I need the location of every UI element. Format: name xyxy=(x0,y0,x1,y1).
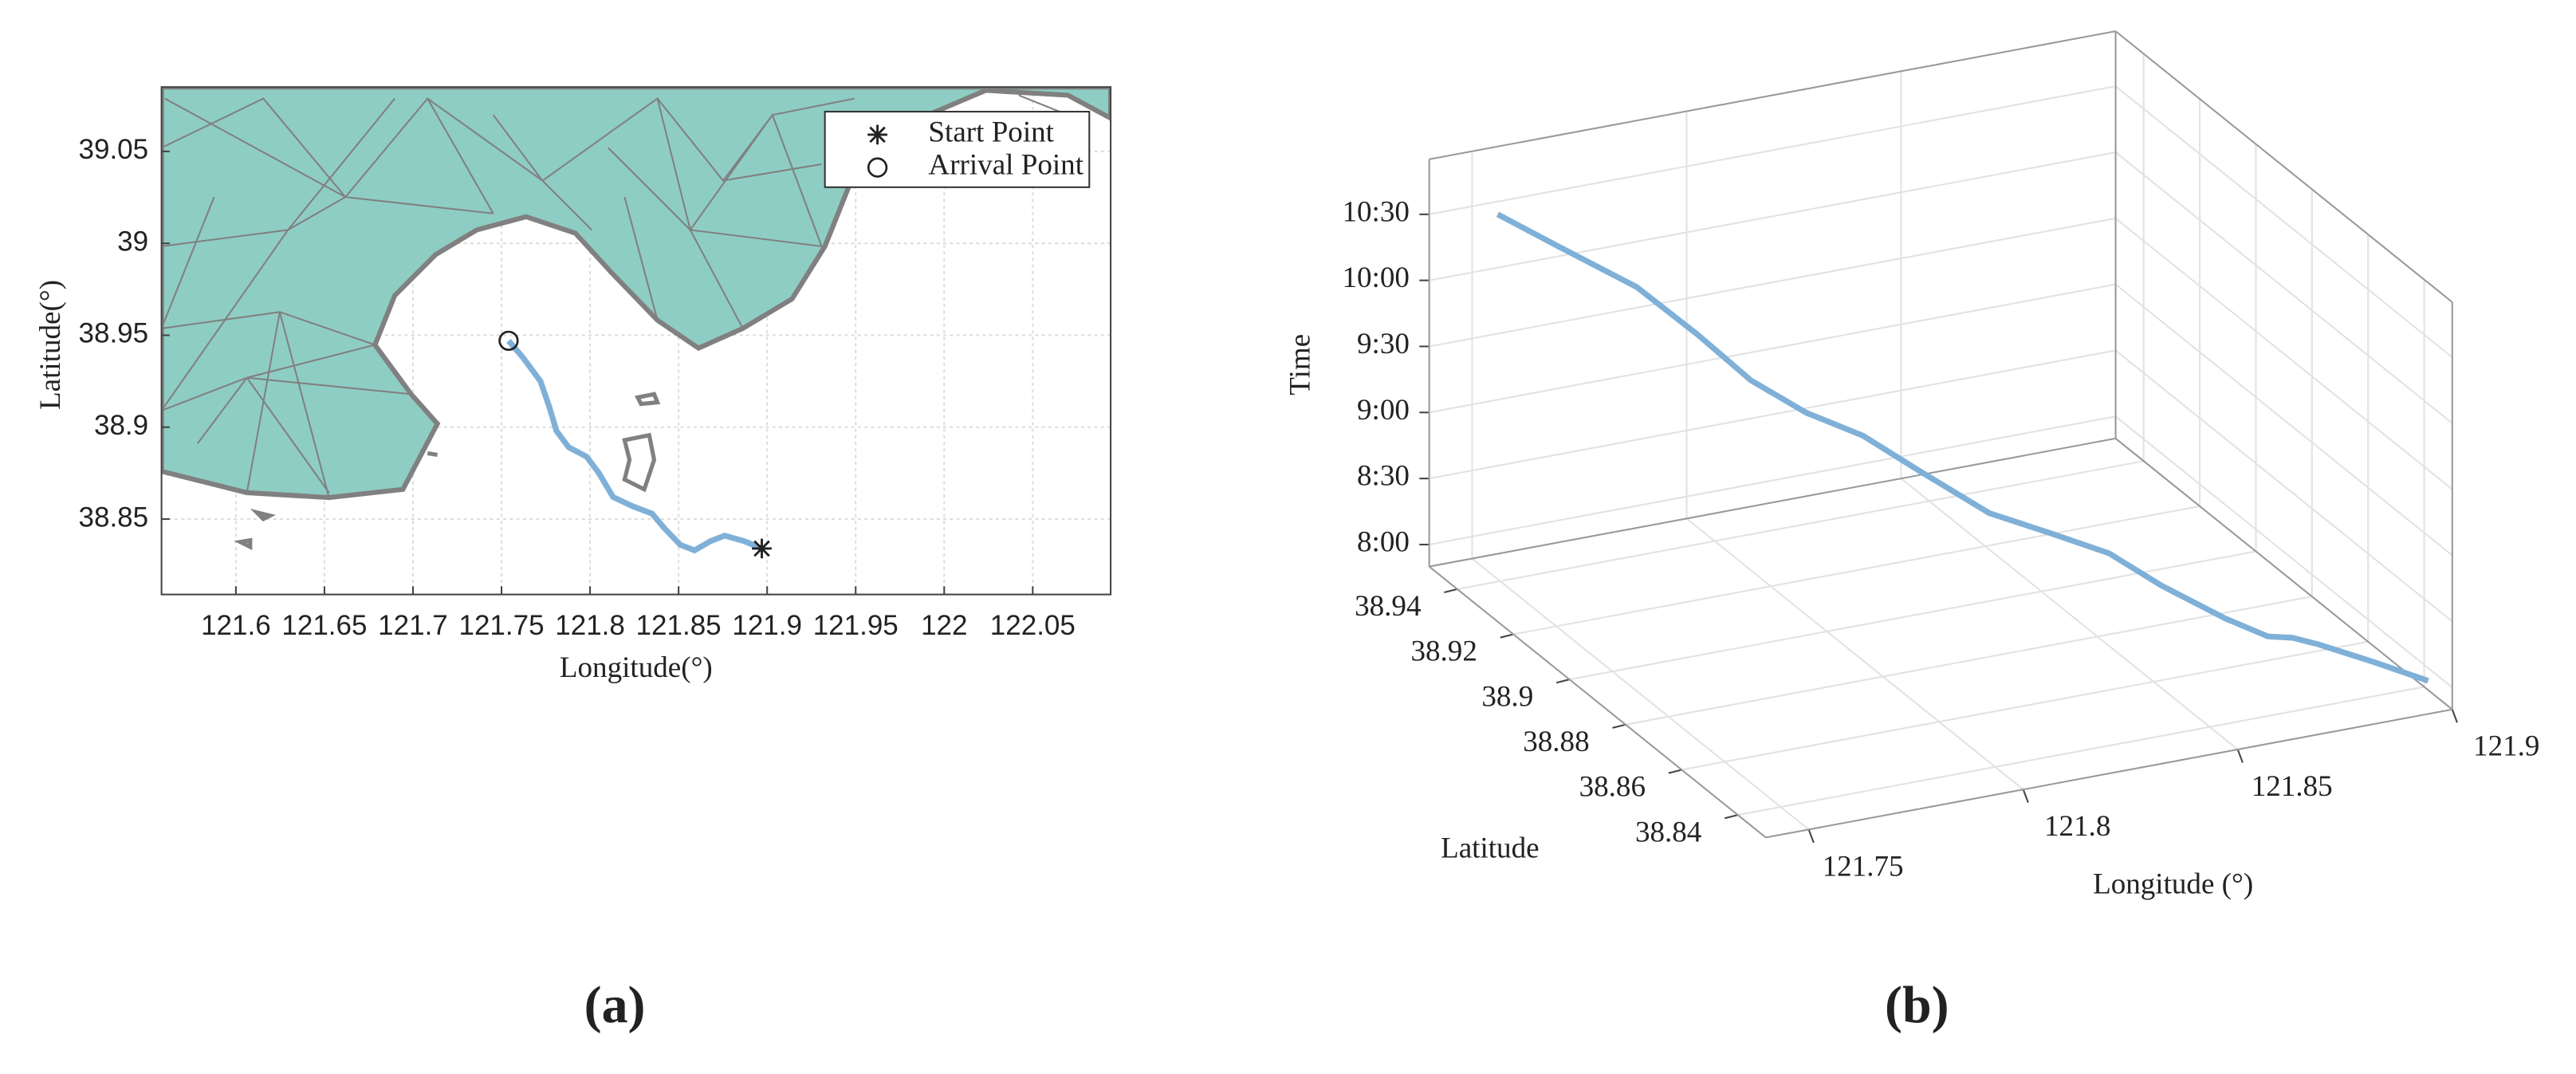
tick-mark xyxy=(2022,789,2029,804)
x-tick-label: 121.85 xyxy=(636,610,722,641)
x-tick-label: 121.9 xyxy=(732,610,802,641)
grid-line xyxy=(1569,550,2256,681)
caption: (b) xyxy=(1885,976,1949,1034)
grid-line xyxy=(1429,151,2116,281)
tick-mark xyxy=(1444,588,1458,594)
x-tick-label: 122 xyxy=(921,610,967,641)
tick-mark xyxy=(2236,749,2244,763)
grid-line xyxy=(2114,218,2453,490)
x-tick-label: 121.7 xyxy=(378,610,448,641)
grid-line xyxy=(2114,415,2453,688)
route-line xyxy=(506,339,763,554)
grid-line xyxy=(2114,283,2453,557)
legend-label: Start Point xyxy=(928,116,1054,148)
z-axis-label: Time xyxy=(1284,334,1317,395)
x-tick-label: 121.65 xyxy=(281,610,367,641)
tick-mark xyxy=(2451,709,2458,723)
x-tick-label: 121.8 xyxy=(555,610,625,641)
z-tick-label: 9:30 xyxy=(1357,328,1410,360)
grid-line xyxy=(1681,640,2369,771)
grid-line xyxy=(2114,151,2453,424)
x-axis-label: Longitude (°) xyxy=(2093,868,2253,901)
tick-mark xyxy=(1612,723,1626,729)
x-tick-label: 121.75 xyxy=(1823,850,1904,883)
axis-edge xyxy=(1429,437,2116,568)
z-tick-label: 9:00 xyxy=(1357,394,1410,427)
x-tick-label: 121.95 xyxy=(813,610,899,641)
grid-line xyxy=(1625,596,2313,726)
x-tick-label: 122.05 xyxy=(990,610,1076,641)
y-tick-label: 39 xyxy=(117,226,148,257)
y-tick-label: 38.94 xyxy=(1355,590,1421,623)
z-tick-label: 10:00 xyxy=(1342,262,1409,294)
legend-marker xyxy=(867,124,887,145)
y-tick-label: 39.05 xyxy=(79,134,149,165)
x-tick-label: 121.75 xyxy=(458,610,544,641)
grid-line xyxy=(1471,557,1810,831)
x-tick-label: 121.6 xyxy=(201,610,271,641)
x-tick-label: 121.8 xyxy=(2044,810,2110,843)
z-tick-label: 10:30 xyxy=(1342,195,1409,228)
y-tick-label: 38.85 xyxy=(79,502,149,533)
grid-line xyxy=(2114,85,2453,358)
grid-line xyxy=(1457,460,2144,590)
x-axis-label: Longitude(°) xyxy=(560,651,713,684)
y-tick-label: 38.95 xyxy=(79,318,149,349)
axis-edge xyxy=(2114,438,2453,710)
caption: (a) xyxy=(584,976,646,1034)
tick-mark xyxy=(1500,633,1514,639)
y-tick-label: 38.9 xyxy=(1481,680,1533,713)
y-axis-label: Latitude(°) xyxy=(34,280,67,410)
x-tick-label: 121.9 xyxy=(2473,730,2539,763)
trajectory-line xyxy=(1496,211,2429,684)
tick-mark xyxy=(1668,769,1682,774)
axis-edge xyxy=(2114,30,2453,303)
z-tick-label: 8:30 xyxy=(1357,460,1410,493)
y-axis-label: Latitude xyxy=(1441,832,1540,864)
y-tick-label: 38.88 xyxy=(1523,726,1589,758)
grid-line xyxy=(1685,517,2024,790)
tick-mark xyxy=(1724,814,1738,820)
legend-box xyxy=(824,111,1091,188)
grid-line xyxy=(1900,478,2239,750)
grid-line xyxy=(1737,686,2425,816)
legend-marker xyxy=(867,157,888,178)
land xyxy=(161,87,1111,551)
grid-line xyxy=(1512,505,2200,635)
grid-line xyxy=(1429,349,2116,480)
y-tick-label: 38.92 xyxy=(1410,635,1477,668)
axis-edge xyxy=(1765,708,2452,839)
grid-line xyxy=(2114,349,2453,623)
x-tick-label: 121.85 xyxy=(2252,770,2333,803)
y-tick-label: 38.84 xyxy=(1635,816,1701,848)
z-tick-label: 8:00 xyxy=(1357,525,1410,558)
grid-line xyxy=(1429,283,2116,414)
axes-frame xyxy=(160,86,1112,596)
y-tick-label: 38.9 xyxy=(94,410,148,441)
grid-line xyxy=(1429,415,2116,545)
tick-mark xyxy=(1555,679,1570,684)
legend-label: Arrival Point xyxy=(928,149,1083,182)
grid-line xyxy=(1429,217,2116,348)
axis-edge xyxy=(1428,565,1767,839)
y-tick-label: 38.86 xyxy=(1579,771,1646,804)
tick-mark xyxy=(1807,829,1815,844)
marker-star xyxy=(752,538,772,559)
grid-line xyxy=(1429,85,2116,215)
marker-circle xyxy=(498,330,519,352)
axis-edge xyxy=(1429,30,2116,160)
